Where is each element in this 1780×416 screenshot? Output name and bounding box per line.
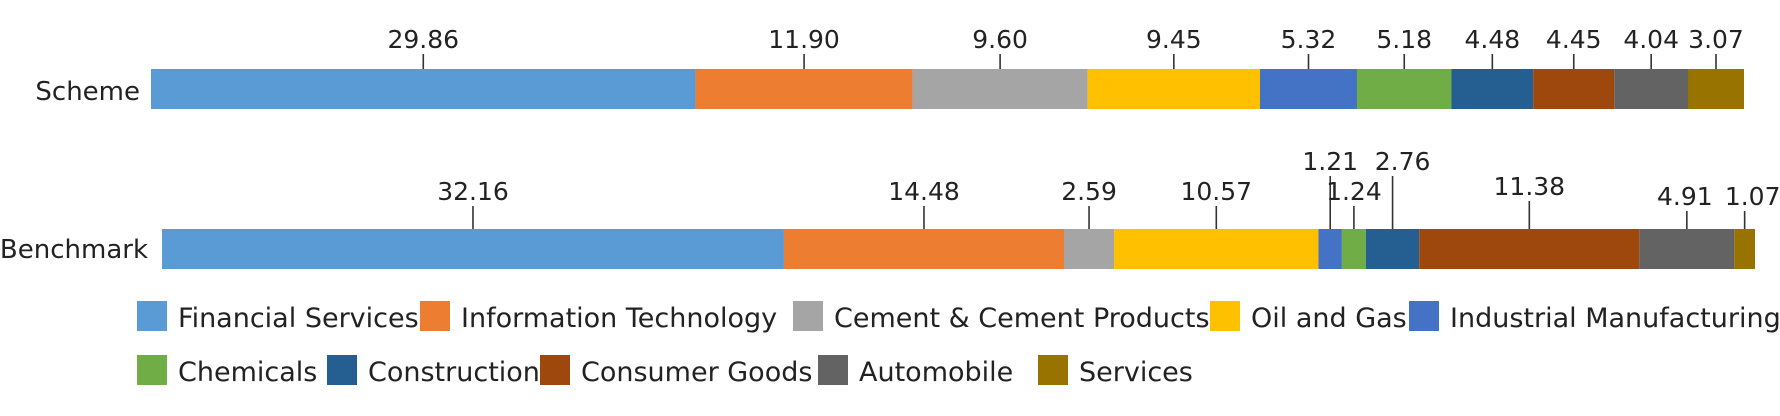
legend-swatch <box>1210 301 1240 331</box>
legend-label: Consumer Goods <box>581 357 812 388</box>
legend-label: Automobile <box>859 357 1013 388</box>
data-label: 9.45 <box>1146 25 1202 54</box>
legend-item: Oil and Gas <box>1210 301 1407 334</box>
bar-segment <box>1114 229 1319 269</box>
data-label: 9.60 <box>972 25 1028 54</box>
bar-segment <box>151 69 696 109</box>
bar-segment <box>1064 229 1115 269</box>
legend-swatch <box>137 355 167 385</box>
data-label: 10.57 <box>1181 177 1253 206</box>
data-label: 2.59 <box>1061 177 1117 206</box>
bar-segment <box>783 229 1064 269</box>
data-label: 1.21 <box>1302 147 1358 176</box>
bar-segment <box>162 229 784 269</box>
legend-swatch <box>818 355 848 385</box>
legend-item: Services <box>1038 355 1193 388</box>
legend-label: Industrial Manufacturing <box>1450 303 1780 334</box>
bar-segment <box>1533 69 1615 109</box>
legend-swatch <box>1409 301 1439 331</box>
bar-row-scheme: Scheme 29.86 11.90 9.60 9.45 5.32 5.18 4.48 4.45… <box>35 25 1744 109</box>
legend-label: Information Technology <box>461 303 777 334</box>
bar-segment <box>1734 229 1755 269</box>
bar-segment <box>1614 69 1689 109</box>
bar-segment <box>1451 69 1534 109</box>
legend-item: Chemicals <box>137 355 317 388</box>
data-label: 11.90 <box>768 25 840 54</box>
data-label: 4.91 <box>1657 182 1713 211</box>
bar-row-benchmark: Benchmark 32.16 14.48 2.59 10.57 1.211.242.76… <box>0 147 1780 269</box>
bar-segment <box>1365 229 1420 269</box>
legend-swatch <box>793 301 823 331</box>
legend-item: Construction <box>327 355 540 388</box>
data-label: 1.24 <box>1326 177 1382 206</box>
bar-segment <box>1341 229 1366 269</box>
data-label: 1.07 <box>1725 182 1780 211</box>
bar-segment <box>1688 69 1744 109</box>
legend-swatch <box>420 301 450 331</box>
legend-item: Information Technology <box>420 301 777 334</box>
bar-segment <box>1639 229 1735 269</box>
legend-label: Construction <box>368 357 540 388</box>
legend-swatch <box>1038 355 1068 385</box>
legend-swatch <box>540 355 570 385</box>
legend-swatch <box>137 301 167 331</box>
data-label: 11.38 <box>1494 172 1566 201</box>
bar-segment <box>695 69 913 109</box>
legend-swatch <box>327 355 357 385</box>
legend-label: Services <box>1079 357 1193 388</box>
bar-segment <box>1357 69 1452 109</box>
data-label: 2.76 <box>1375 147 1431 176</box>
legend-label: Chemicals <box>178 357 317 388</box>
data-label: 5.18 <box>1376 25 1432 54</box>
data-label: 14.48 <box>888 177 960 206</box>
bar-segment <box>912 69 1088 109</box>
bar-segment <box>1259 69 1358 109</box>
data-label: 5.32 <box>1281 25 1337 54</box>
legend-label: Financial Services <box>178 303 419 334</box>
legend-item: Consumer Goods <box>540 355 812 388</box>
data-label: 3.07 <box>1688 25 1744 54</box>
bar-segment <box>1419 229 1640 269</box>
legend-label: Oil and Gas <box>1251 303 1407 334</box>
bar-segment <box>1087 69 1260 109</box>
data-label: 4.04 <box>1623 25 1679 54</box>
legend-label: Cement & Cement Products <box>834 303 1210 334</box>
data-label: 29.86 <box>387 25 459 54</box>
category-label: Scheme <box>35 77 140 107</box>
data-label: 32.16 <box>437 177 509 206</box>
data-label: 4.48 <box>1464 25 1520 54</box>
bar-segment <box>1318 229 1342 269</box>
legend-item: Industrial Manufacturing <box>1409 301 1780 334</box>
legend-item: Cement & Cement Products <box>793 301 1210 334</box>
legend: Financial Services Information Technology… <box>137 301 1780 388</box>
data-label: 4.45 <box>1546 25 1602 54</box>
legend-item: Financial Services <box>137 301 419 334</box>
bar-rows: Scheme 29.86 11.90 9.60 9.45 5.32 5.18 4.48 4.45… <box>0 25 1780 269</box>
category-label: Benchmark <box>0 235 148 265</box>
legend-item: Automobile <box>818 355 1013 388</box>
